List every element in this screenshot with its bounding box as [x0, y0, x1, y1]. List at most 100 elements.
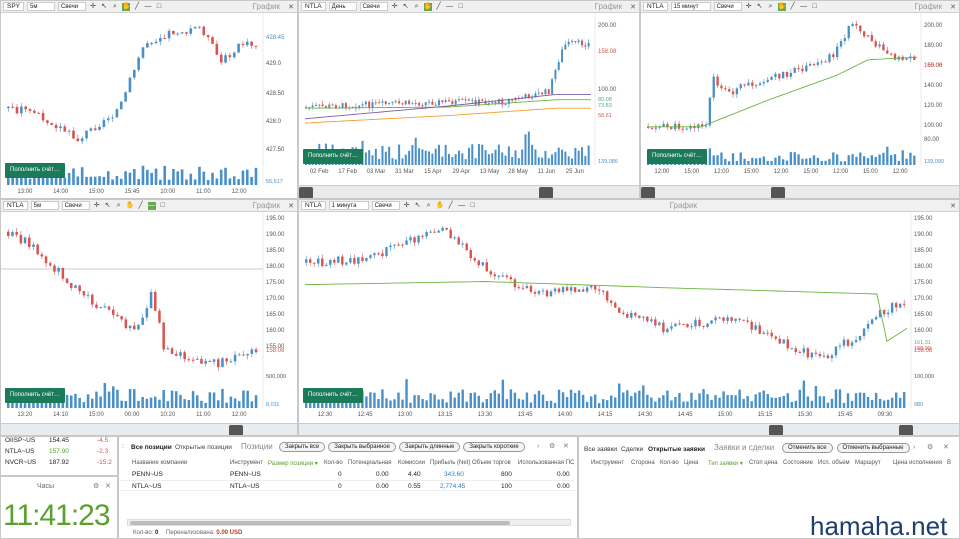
hand-icon[interactable]: ✋ [125, 201, 135, 209]
crosshair-icon[interactable]: ✛ [93, 201, 100, 209]
line-tool-icon[interactable]: ╱ [448, 201, 453, 209]
close-icon[interactable]: ✕ [288, 3, 294, 11]
chart-panel-spy-5m[interactable]: SPY 5м Свечи ✛ ↖ ⌕ ✋ ╱ — □ График ✕ 429.… [0, 0, 298, 199]
close-icon[interactable]: ✕ [563, 443, 569, 450]
symbol-selector[interactable]: NTLA [643, 2, 668, 11]
table-row[interactable]: NTLA~US NTLA~US 0 0.00 0.55 2,774.45 100… [121, 480, 575, 491]
column-header[interactable]: Комиссии [398, 460, 426, 466]
navigator-handle-left[interactable] [641, 187, 655, 198]
hand-icon[interactable]: ✋ [423, 2, 433, 11]
zoom-icon[interactable]: ⌕ [116, 201, 121, 209]
chart-type-selector[interactable]: Свечи [58, 2, 87, 11]
zoom-icon[interactable]: ⌕ [768, 2, 773, 10]
deposit-button[interactable]: Пополнить счёт… [5, 388, 65, 403]
line-tool-icon[interactable]: ╱ [436, 2, 441, 10]
tab-deals[interactable]: Сделки [621, 446, 644, 453]
chart-panel-ntla-1m[interactable]: NTLA 1 минута Свечи ✛ ↖ ⌕ ✋ ╱ — □ График… [298, 199, 960, 436]
watchlist-symbol[interactable]: OIISP~US [5, 437, 36, 444]
timeframe-selector[interactable]: 5м [30, 201, 59, 210]
tab-open-orders[interactable]: Открытые заявки [648, 446, 705, 453]
column-header[interactable]: Объем торгов [472, 460, 511, 466]
tab-open-positions[interactable]: Открытые позиции [175, 444, 232, 451]
watchlist-symbol[interactable]: NVCR~US [5, 459, 37, 466]
line-tool-icon[interactable]: ╱ [790, 2, 795, 10]
navigator-handle-left[interactable] [299, 187, 313, 198]
chevron-right-icon[interactable]: › [913, 444, 916, 451]
settings-icon[interactable]: ⚙ [93, 483, 100, 490]
column-header[interactable]: Название компании [132, 460, 188, 466]
settings-icon[interactable]: ⚙ [927, 444, 934, 451]
zoom-icon[interactable]: ⌕ [414, 2, 419, 10]
column-header[interactable]: Состояние [783, 460, 813, 466]
navigator-handle-right[interactable] [771, 187, 785, 198]
hline-tool-icon[interactable]: — [800, 2, 808, 10]
timeframe-selector[interactable]: День [328, 2, 357, 11]
timeframe-selector[interactable]: 1 минута [328, 201, 369, 210]
chart-panel-ntla-day[interactable]: NTLA День Свечи ✛ ↖ ⌕ ✋ ╱ — □ График ✕ 2… [298, 0, 640, 199]
hand-icon[interactable]: ✋ [777, 2, 787, 11]
column-header[interactable]: Инструмент [591, 460, 625, 466]
deposit-button[interactable]: Пополнить счёт… [303, 388, 363, 403]
hand-icon[interactable]: ✋ [122, 2, 131, 11]
symbol-selector[interactable]: NTLA [3, 201, 28, 210]
navigator-handle-right[interactable] [539, 187, 553, 198]
hand-icon[interactable]: ✋ [435, 201, 445, 209]
rect-tool-icon[interactable]: □ [160, 201, 165, 209]
rect-tool-icon[interactable]: □ [156, 2, 162, 10]
symbol-selector[interactable]: SPY [3, 2, 25, 11]
crosshair-icon[interactable]: ✛ [745, 2, 752, 10]
zoom-icon[interactable]: ⌕ [426, 201, 431, 209]
cursor-icon[interactable]: ↖ [104, 201, 111, 209]
line-tool-icon[interactable]: ╱ [134, 2, 140, 10]
column-header[interactable]: Кол-во [324, 460, 343, 466]
symbol-selector[interactable]: NTLA [301, 201, 326, 210]
hline-tool-icon[interactable]: — [458, 201, 466, 209]
navigator-scrollbar[interactable] [1, 423, 297, 435]
hline-tool-icon[interactable]: — [446, 2, 454, 10]
rect-tool-icon[interactable]: □ [812, 2, 817, 10]
cursor-icon[interactable]: ↖ [402, 2, 409, 10]
close-all-button[interactable]: Закрыть все [279, 442, 326, 452]
navigator-scrollbar[interactable] [641, 185, 959, 198]
column-header[interactable]: Размер позиции ▾ [268, 461, 318, 467]
crosshair-icon[interactable]: ✛ [403, 201, 410, 209]
chart-canvas[interactable]: 195.00 190.00 185.00 180.00 175.00 170.00 165.… [299, 212, 960, 423]
tab-all-orders[interactable]: Все заявки [584, 446, 618, 453]
chart-canvas[interactable]: 429.0 428.50 428.0 427.50 428.45 55,517 13:00 1… [1, 13, 298, 199]
close-icon[interactable]: ✕ [105, 483, 111, 490]
column-header[interactable]: Кол-во [660, 460, 679, 466]
column-header[interactable]: Использованная ПС [518, 460, 575, 466]
navigator-handle-right[interactable] [899, 425, 913, 435]
chart-type-selector[interactable]: Свечи [359, 2, 388, 11]
timeframe-selector[interactable]: 5м [27, 2, 56, 11]
close-icon[interactable]: ✕ [950, 202, 956, 210]
watchlist-symbol[interactable]: NTLA~US [5, 448, 35, 455]
column-header[interactable]: Инструмент [230, 460, 264, 466]
navigator-scrollbar[interactable] [299, 185, 639, 198]
chart-type-selector[interactable]: Свечи [713, 2, 742, 11]
column-header[interactable]: В [947, 460, 952, 466]
chart-panel-ntla-15m[interactable]: NTLA 15 минут Свечи ✛ ↖ ⌕ ✋ ╱ — □ График… [640, 0, 960, 199]
close-icon[interactable]: ✕ [950, 3, 956, 11]
cursor-icon[interactable]: ↖ [414, 201, 421, 209]
rect-tool-icon[interactable]: □ [458, 2, 463, 10]
navigator-handle-left[interactable] [769, 425, 783, 435]
hline-tool-icon[interactable]: — [147, 201, 156, 210]
navigator-scrollbar[interactable] [299, 423, 959, 435]
navigator-handle-right[interactable] [229, 425, 243, 435]
column-header[interactable]: Сторона [631, 460, 655, 466]
chart-type-selector[interactable]: Свечи [371, 201, 400, 210]
close-long-button[interactable]: Закрыть длинные [398, 442, 461, 452]
table-row[interactable]: PENN~US PENN~US 0 0.00 4.40 343.60 800 0… [121, 469, 575, 480]
crosshair-icon[interactable]: ✛ [391, 2, 398, 10]
column-header[interactable]: Исп. объем [818, 460, 850, 466]
column-header[interactable]: Маршрут [855, 460, 881, 466]
close-icon[interactable]: ✕ [630, 3, 636, 11]
horizontal-scrollbar[interactable] [127, 519, 571, 526]
line-tool-icon[interactable]: ╱ [138, 201, 143, 209]
cancel-all-button[interactable]: Отменить все [782, 443, 833, 453]
symbol-selector[interactable]: NTLA [301, 2, 326, 11]
chart-panel-ntla-5m[interactable]: NTLA 5м Свечи ✛ ↖ ⌕ ✋ ╱ — □ График ✕ 195… [0, 199, 298, 436]
chart-canvas[interactable]: 200.00 180.00 160.00 140.00 120.00 100.00 80.0… [641, 13, 960, 185]
settings-icon[interactable]: ⚙ [549, 443, 556, 450]
